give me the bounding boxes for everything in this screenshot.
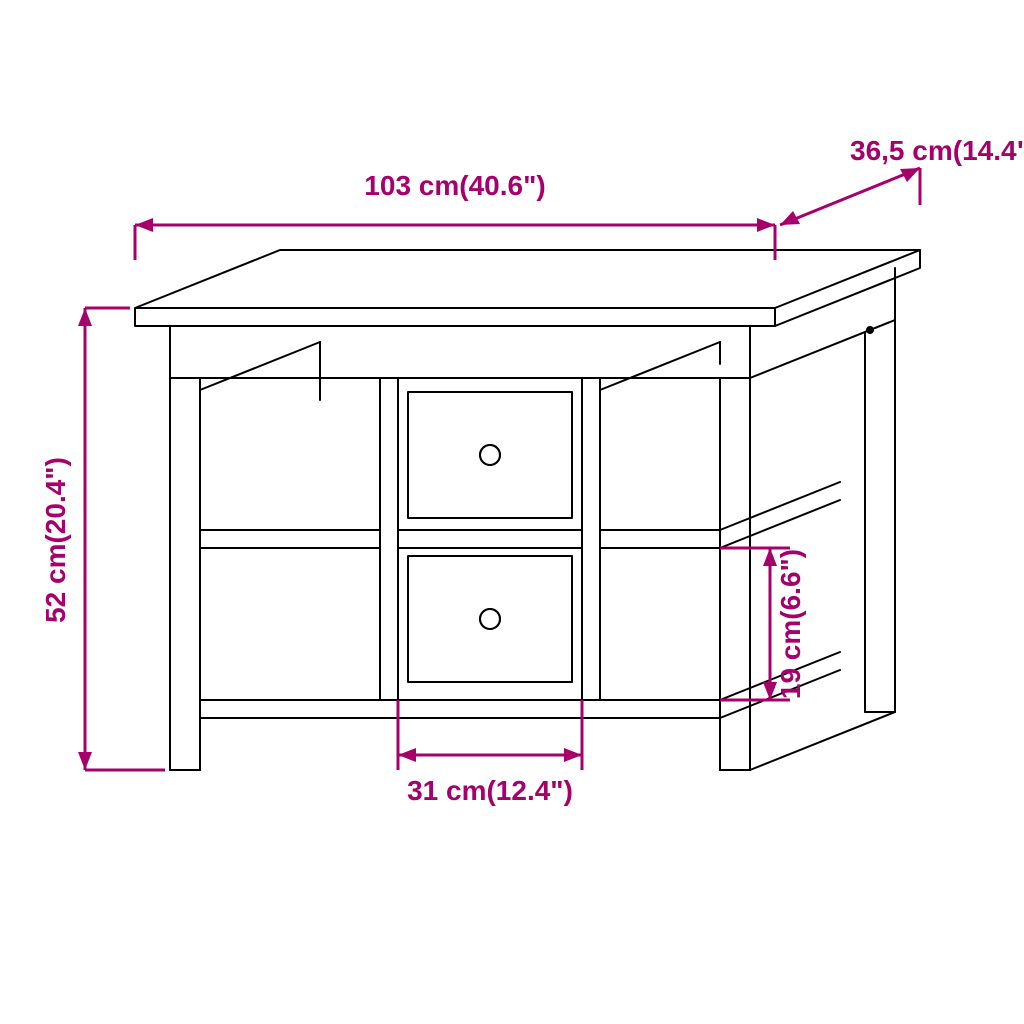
dimension-drawer-width: 31 cm(12.4")	[398, 700, 582, 806]
dimension-width: 103 cm(40.6")	[135, 170, 775, 260]
dimension-height-label: 52 cm(20.4")	[40, 457, 71, 623]
diagram-canvas: 103 cm(40.6") 36,5 cm(14.4") 52 cm(20.4"…	[0, 0, 1024, 1024]
dimension-width-label: 103 cm(40.6")	[364, 170, 545, 201]
dimension-shelf-height: 19 cm(6.6")	[720, 548, 806, 700]
dimension-depth: 36,5 cm(14.4")	[780, 135, 1024, 225]
dimension-drawer-width-label: 31 cm(12.4")	[407, 775, 573, 806]
dimension-depth-label: 36,5 cm(14.4")	[850, 135, 1024, 166]
dimension-height: 52 cm(20.4")	[40, 308, 165, 770]
dimension-shelf-height-label: 19 cm(6.6")	[775, 549, 806, 699]
